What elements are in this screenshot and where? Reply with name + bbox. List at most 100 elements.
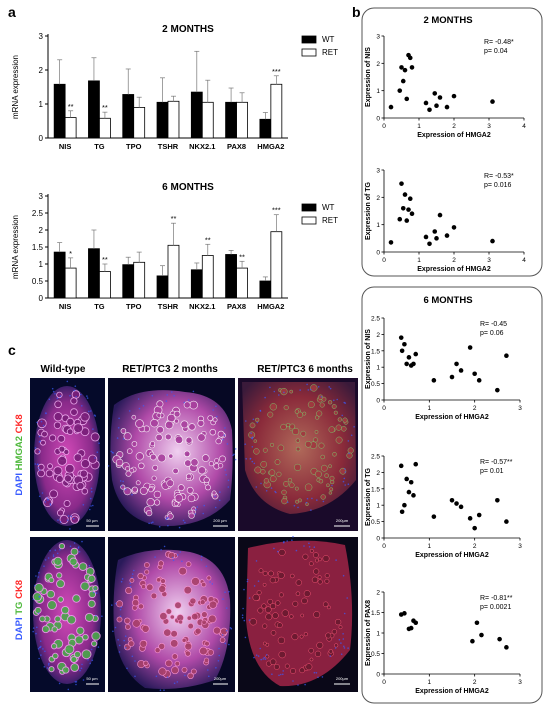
y-tick-label: 2 bbox=[39, 226, 44, 235]
scatter-y-tick-label: 0 bbox=[376, 398, 380, 405]
bar-chart-title: 2 MONTHS bbox=[162, 24, 214, 35]
x-tick-label: TG bbox=[94, 302, 105, 311]
scatter-x-tick-label: 2 bbox=[452, 123, 456, 130]
scatter-point bbox=[467, 345, 473, 350]
scatter-x-tick-label: 0 bbox=[382, 257, 386, 264]
x-tick-label: NKX2.1 bbox=[189, 302, 215, 311]
scatter-point bbox=[454, 361, 459, 367]
y-tick-label: 1 bbox=[39, 260, 44, 269]
y-axis-label: mRNA expression bbox=[11, 215, 20, 279]
scatter-point bbox=[454, 501, 459, 506]
x-tick-label: TPO bbox=[126, 142, 142, 151]
y-tick-label: 0 bbox=[39, 134, 44, 143]
scatter-point bbox=[413, 461, 419, 467]
scatter-x-label: Expression of HMGA2 bbox=[417, 132, 491, 139]
bar-wt bbox=[53, 83, 66, 139]
bar-ret bbox=[99, 117, 111, 139]
significance-marker: ** bbox=[171, 214, 177, 223]
scatter-point bbox=[476, 378, 482, 383]
y-tick-label: 1 bbox=[39, 100, 44, 109]
scatter-stat: R= -0.81** bbox=[480, 595, 513, 602]
y-tick-label: 0 bbox=[39, 294, 44, 303]
scatter-y-tick-label: 2 bbox=[376, 195, 380, 202]
scatter-point bbox=[402, 341, 407, 347]
scatter-point bbox=[406, 355, 412, 360]
scatter-stat: p= 0.016 bbox=[484, 182, 512, 189]
scatter-stat: R= -0.45 bbox=[480, 321, 507, 328]
bar-wt bbox=[122, 264, 135, 299]
scatter-x-tick-label: 4 bbox=[522, 123, 526, 130]
scatter-y-tick-label: 1 bbox=[376, 503, 380, 510]
y-tick-label: 1.5 bbox=[32, 243, 44, 252]
bar-ret bbox=[201, 255, 214, 299]
micrograph-col-title-ret2: RET/PTC3 2 months bbox=[122, 364, 218, 375]
scatter-6m-tg: 0 0.5 1 1.5 2 2.5 0 1 2 3 Expression of HMGA2 Expre… bbox=[365, 454, 522, 560]
follicles-ret6-tg bbox=[241, 535, 349, 686]
significance-marker: ** bbox=[102, 255, 108, 264]
scale-bar-6: 200µm bbox=[336, 676, 349, 681]
x-tick-label: HMGA2 bbox=[257, 302, 284, 311]
significance-marker: * bbox=[69, 249, 72, 258]
scatter-point bbox=[399, 348, 405, 354]
scatter-y-tick-label: 0.5 bbox=[371, 519, 380, 526]
significance-marker: ** bbox=[102, 103, 108, 112]
scatter-point bbox=[431, 378, 437, 383]
scatter-x-tick-label: 0 bbox=[382, 405, 386, 412]
bar-wt bbox=[190, 269, 203, 299]
y-tick-label: 0.5 bbox=[32, 277, 44, 286]
scatter-point bbox=[490, 238, 495, 244]
scatter-x-tick-label: 3 bbox=[518, 405, 522, 412]
scatter-point bbox=[504, 353, 509, 359]
y-tick-label: 3 bbox=[39, 32, 44, 41]
scatter-x-tick-label: 1 bbox=[428, 405, 432, 412]
scatter-point bbox=[404, 96, 410, 102]
scatter-x-tick-label: 1 bbox=[417, 123, 421, 130]
bar-ret bbox=[64, 117, 77, 139]
panel-label-a: a bbox=[8, 4, 16, 20]
scatter-y-tick-label: 2.5 bbox=[371, 454, 380, 461]
x-tick-label: NKX2.1 bbox=[189, 142, 215, 151]
scatter-point bbox=[451, 225, 457, 230]
bar-wt bbox=[156, 101, 169, 139]
row2-ck8: CK8 bbox=[14, 580, 25, 599]
scatter-point bbox=[398, 463, 404, 469]
scatter-stat: p= 0.0021 bbox=[480, 604, 511, 611]
scatter-x-tick-label: 0 bbox=[382, 123, 386, 130]
scatter-y-tick-label: 0 bbox=[376, 536, 380, 543]
scatter-point bbox=[476, 512, 482, 518]
scatter-group-2-months-title: 2 MONTHS bbox=[423, 15, 472, 26]
scatter-point bbox=[404, 218, 410, 223]
scatter-y-tick-label: 2 bbox=[376, 590, 380, 597]
scatter-y-tick-label: 0 bbox=[376, 116, 380, 123]
micrograph-col-title-ret6: RET/PTC3 6 months bbox=[257, 364, 353, 375]
row1-dapi: DAPI bbox=[14, 473, 25, 496]
follicles-ret2-tg bbox=[111, 545, 233, 691]
bar-wt bbox=[225, 101, 237, 139]
legend-label: RET bbox=[322, 48, 338, 57]
scatter-point bbox=[404, 476, 409, 482]
follicles-ret6-hmga2 bbox=[244, 383, 355, 511]
scatter-point bbox=[504, 645, 509, 650]
bar-wt bbox=[156, 275, 169, 299]
micrograph-wt-tg: 50 µm bbox=[30, 537, 105, 692]
scatter-stat: R= -0.57** bbox=[480, 459, 513, 466]
scatter-point bbox=[490, 99, 495, 104]
scatter-point bbox=[495, 497, 500, 503]
scatter-point bbox=[437, 95, 443, 100]
scatter-point bbox=[474, 620, 480, 626]
scatter-point bbox=[402, 192, 408, 197]
scatter-x-tick-label: 3 bbox=[487, 257, 491, 264]
legend-swatch-wt bbox=[301, 203, 317, 212]
scatter-point bbox=[399, 181, 404, 186]
scatter-point bbox=[388, 104, 394, 110]
bar-wt bbox=[190, 91, 203, 139]
scatter-stat: p= 0.06 bbox=[480, 330, 504, 337]
scatter-y-tick-label: 0 bbox=[376, 672, 380, 679]
scale-bar-5: 200µm bbox=[214, 676, 227, 681]
scatter-point bbox=[431, 514, 437, 519]
scatter-y-tick-label: 2 bbox=[376, 61, 380, 68]
follicles-ret2-hmga2 bbox=[107, 390, 237, 529]
bar-ret bbox=[133, 107, 146, 139]
legend-swatch-ret bbox=[301, 216, 317, 225]
